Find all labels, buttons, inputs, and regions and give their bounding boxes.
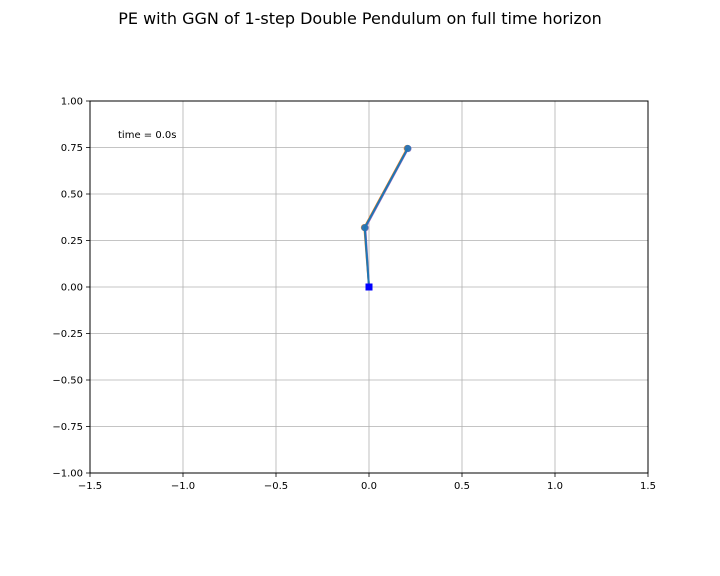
pivot-marker bbox=[365, 283, 373, 291]
pendulum-arm bbox=[363, 147, 409, 288]
pendulum-bob bbox=[404, 144, 412, 152]
y-tick-label: 0.75 bbox=[61, 143, 83, 154]
x-tick-label: −1.0 bbox=[171, 481, 195, 492]
y-tick-label: 0.00 bbox=[61, 283, 83, 294]
x-tick-label: 0.0 bbox=[361, 481, 377, 492]
y-tick-label: 1.00 bbox=[61, 97, 83, 108]
x-tick-label: 1.5 bbox=[640, 481, 656, 492]
x-tick-label: 0.5 bbox=[454, 481, 470, 492]
grid bbox=[89, 100, 649, 474]
chart-title: PE with GGN of 1-step Double Pendulum on… bbox=[118, 9, 602, 28]
y-tick-label: −0.25 bbox=[52, 329, 83, 340]
series-layer bbox=[360, 144, 412, 291]
y-tick-label: −0.50 bbox=[52, 376, 83, 387]
time-annotation: time = 0.0s bbox=[118, 130, 176, 141]
x-tick-label: 1.0 bbox=[547, 481, 563, 492]
y-tick-label: −0.75 bbox=[52, 422, 83, 433]
y-tick-label: −1.00 bbox=[52, 469, 83, 480]
pendulum-bob bbox=[361, 224, 369, 232]
y-tick-label: 0.50 bbox=[61, 190, 83, 201]
ticks: −1.5 −1.0 −0.5 0.0 0.5 1.0 1.5 1.00 0.75 0.50 0.25… bbox=[52, 97, 656, 493]
x-tick-label: −0.5 bbox=[264, 481, 288, 492]
pendulum-arm bbox=[364, 148, 409, 288]
x-tick-label: −1.5 bbox=[78, 481, 102, 492]
y-tick-label: 0.25 bbox=[61, 236, 83, 247]
